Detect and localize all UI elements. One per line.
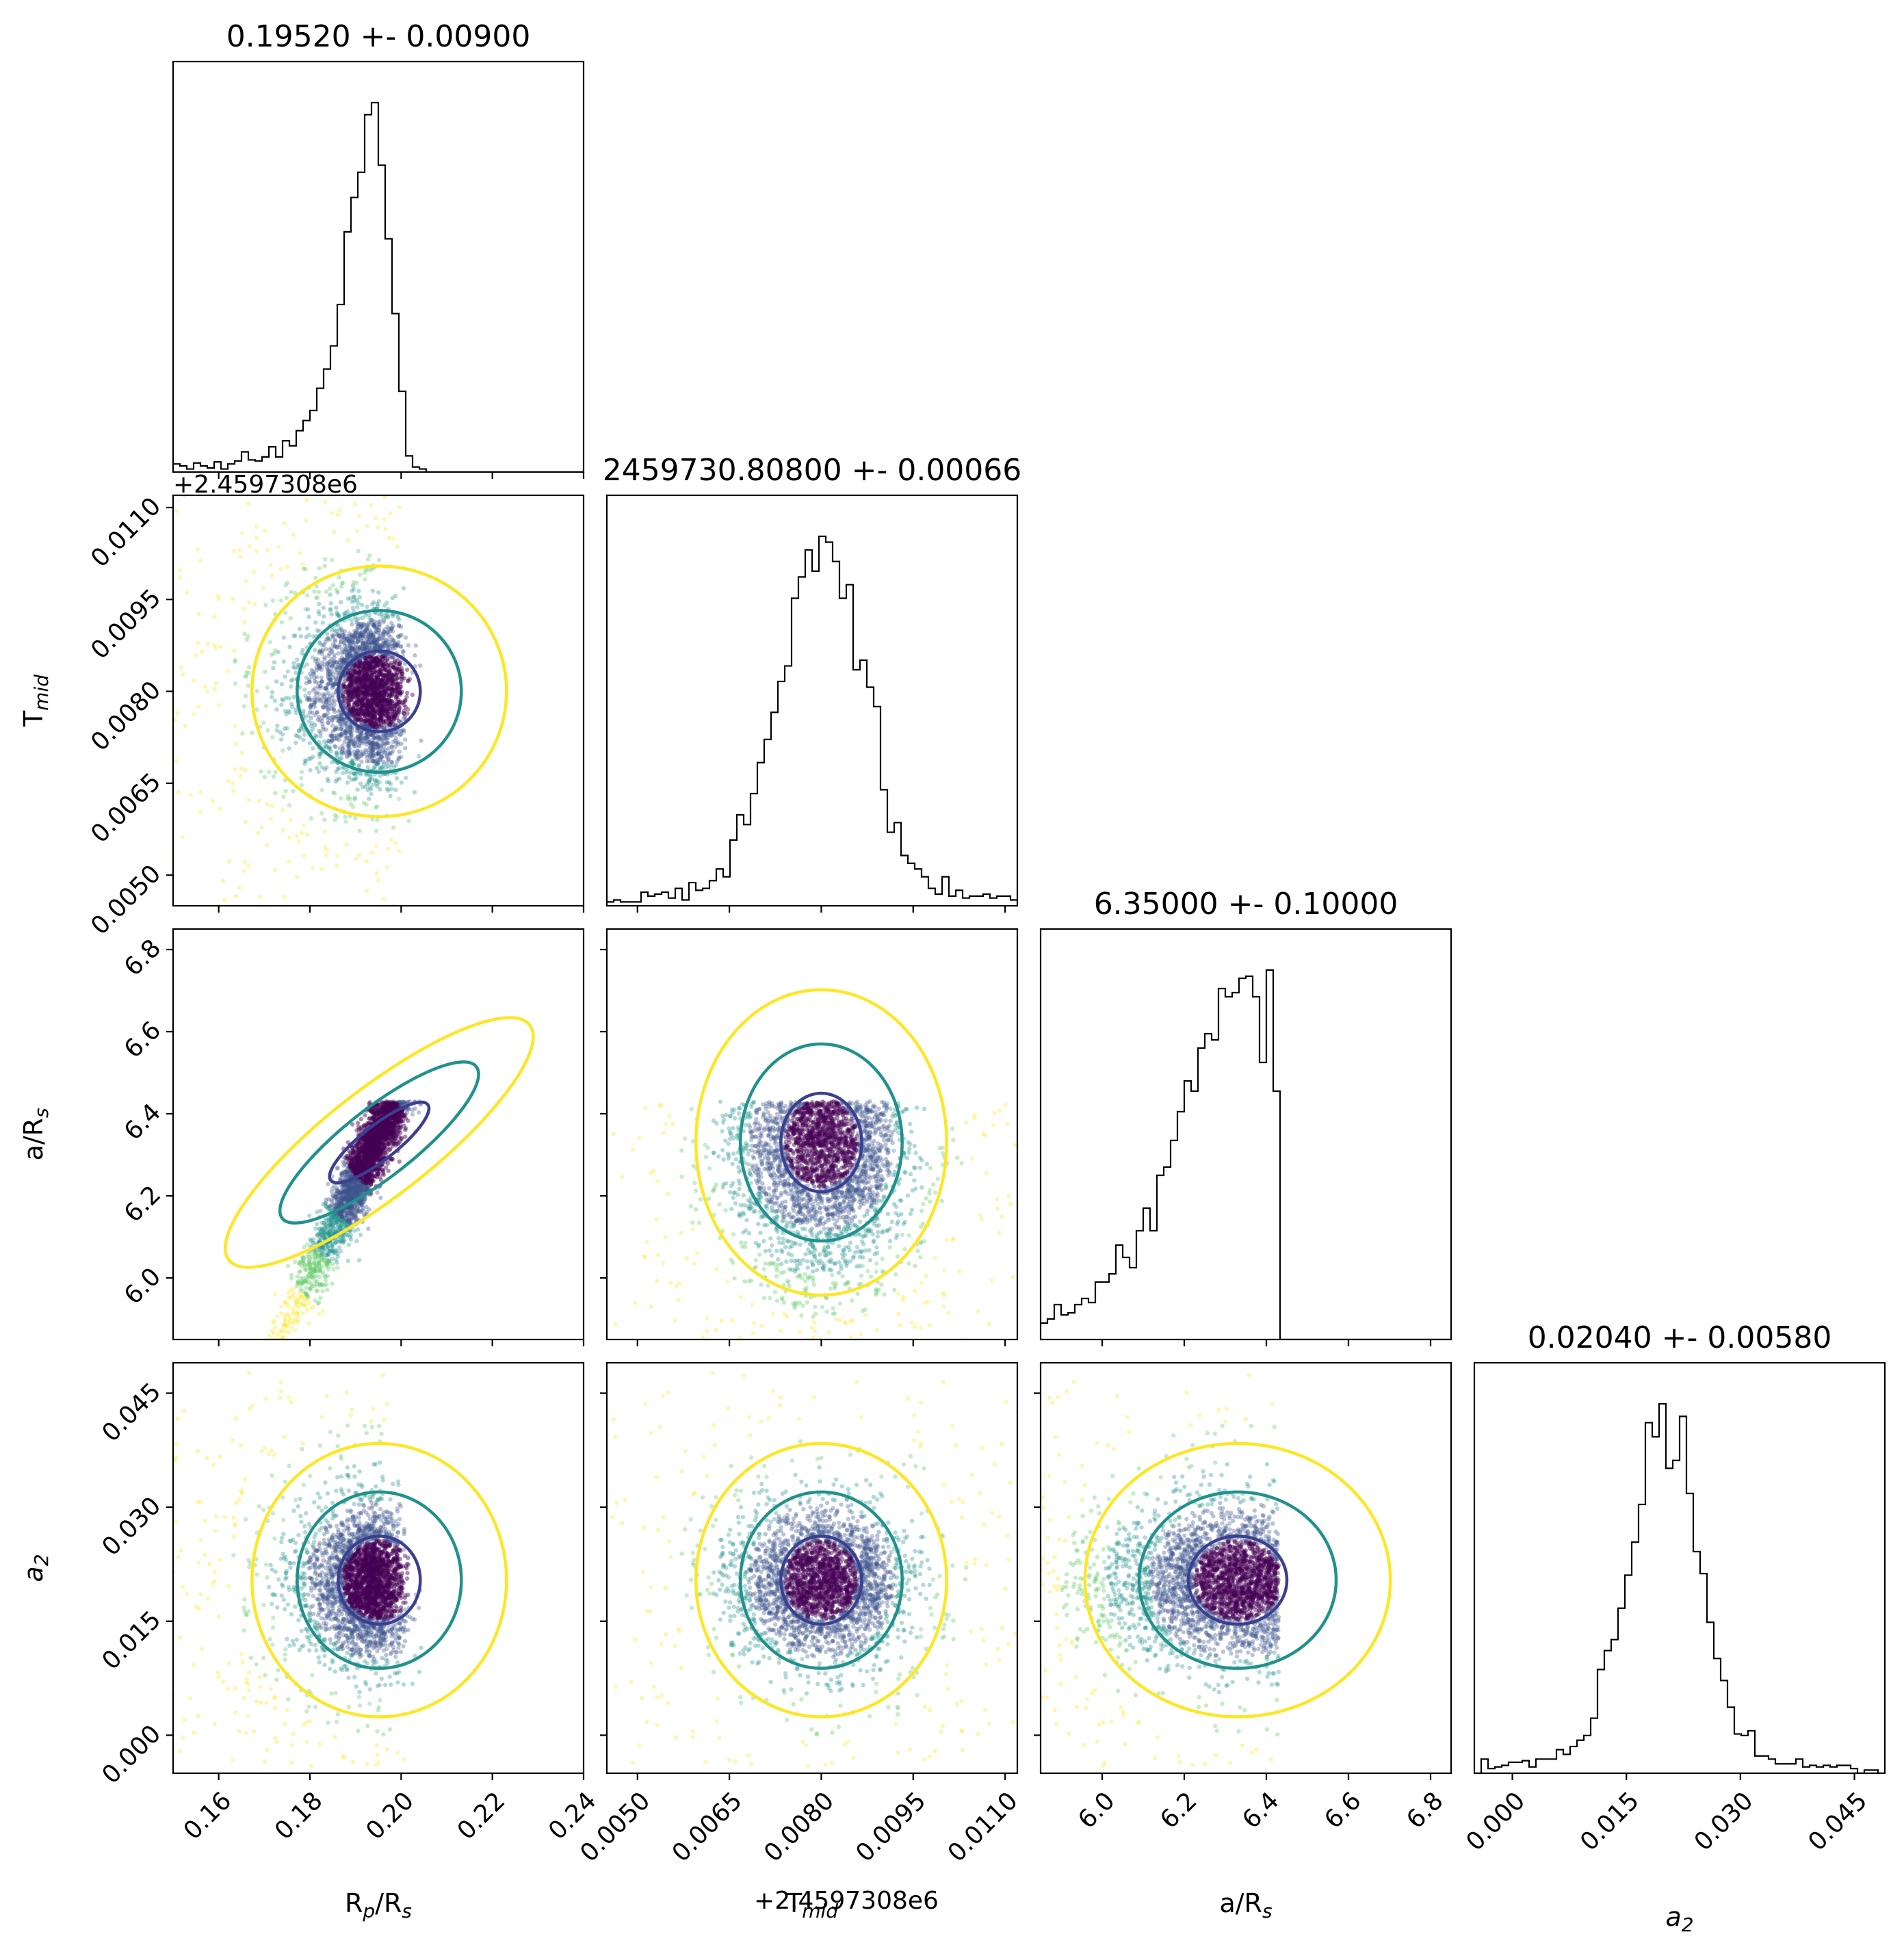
y-tick-label-tmid: 0.0065: [86, 768, 166, 848]
x-tick-label-tmid: 0.0110: [943, 1787, 1023, 1868]
x-tick-label-rp: 0.16: [179, 1787, 237, 1846]
x-tick-label-a2: 0.045: [1803, 1787, 1873, 1857]
panel-title-ars: 6.35000 +- 0.10000: [1094, 887, 1398, 922]
x-tick-label-ars: 6.2: [1155, 1787, 1202, 1834]
y-axis-label-a2: a2: [18, 1554, 53, 1582]
x-tick-label-tmid: 0.0095: [850, 1787, 931, 1868]
y-tick-label-a2: 0.045: [96, 1378, 166, 1448]
histogram-rp: [173, 103, 584, 472]
y-tick-label-ars: 6.2: [119, 1180, 166, 1227]
x-tick-label-ars: 6.6: [1319, 1787, 1366, 1834]
histogram-tmid: [607, 536, 1017, 902]
y-tick-label-a2: 0.015: [96, 1606, 166, 1675]
y-axis-label-tmid: Tmid: [18, 675, 53, 727]
x-tick-label-tmid: 0.0065: [667, 1787, 748, 1868]
x-tick-label-a2: 0.000: [1461, 1787, 1530, 1857]
scatter-rp-a2: [59, 1292, 423, 1934]
x-tick-label-tmid: 0.0080: [759, 1787, 839, 1868]
histogram-ars: [1041, 970, 1451, 1340]
panel-title-a2: 0.02040 +- 0.00580: [1528, 1320, 1832, 1355]
x-tick-label-a2: 0.015: [1575, 1787, 1645, 1857]
x-axis-label-rp: Rp/Rs: [345, 1888, 412, 1922]
x-tick-label-rp: 0.18: [270, 1787, 328, 1846]
x-tick-label-a2: 0.030: [1689, 1787, 1759, 1857]
y-offset-text-tmid: +2.4597308e6: [173, 471, 358, 499]
histogram-a2: [1474, 1404, 1885, 1773]
y-tick-label-a2: 0.000: [96, 1720, 166, 1790]
x-offset-text-tmid: +2.4597308e6: [754, 1887, 939, 1915]
y-tick-label-ars: 6.4: [119, 1098, 166, 1145]
y-axis-label-ars: a/Rs: [18, 1108, 53, 1160]
panel-title-rp: 0.19520 +- 0.00900: [226, 19, 531, 54]
x-tick-label-rp: 0.22: [452, 1787, 511, 1846]
y-tick-label-ars: 6.8: [119, 934, 166, 981]
panel-frame-ars-ars: [1041, 929, 1451, 1340]
scatter-tmid-ars: [365, 1099, 1187, 1760]
scatter-ars-a2: [621, 1292, 1281, 1934]
y-tick-label-a2: 0.030: [96, 1491, 166, 1561]
y-tick-label-ars: 6.6: [119, 1016, 166, 1063]
y-tick-label-tmid: 0.0095: [86, 584, 166, 665]
panel-title-tmid: 2459730.80800 +- 0.00066: [603, 453, 1022, 488]
x-tick-label-ars: 6.8: [1401, 1787, 1448, 1834]
x-axis-label-ars: a/Rs: [1219, 1888, 1272, 1922]
y-tick-label-tmid: 0.0110: [86, 492, 166, 573]
x-tick-label-rp: 0.20: [361, 1787, 419, 1846]
x-tick-label-ars: 6.0: [1073, 1787, 1120, 1834]
x-axis-label-a2: a2: [1665, 1902, 1693, 1936]
y-tick-label-tmid: 0.0080: [86, 676, 166, 757]
y-tick-label-ars: 6.0: [119, 1262, 166, 1309]
y-tick-label-tmid: 0.0050: [86, 860, 166, 941]
x-tick-label-ars: 6.4: [1237, 1787, 1284, 1834]
